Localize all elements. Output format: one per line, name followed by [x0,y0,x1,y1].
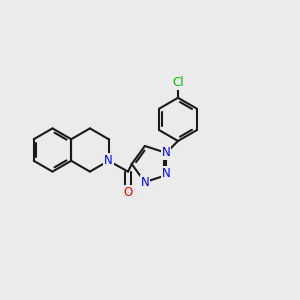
Text: N: N [140,176,149,189]
Text: O: O [123,186,133,199]
Text: N: N [104,154,113,167]
Text: Cl: Cl [172,76,184,89]
Text: N: N [162,146,170,159]
Text: N: N [162,167,170,180]
